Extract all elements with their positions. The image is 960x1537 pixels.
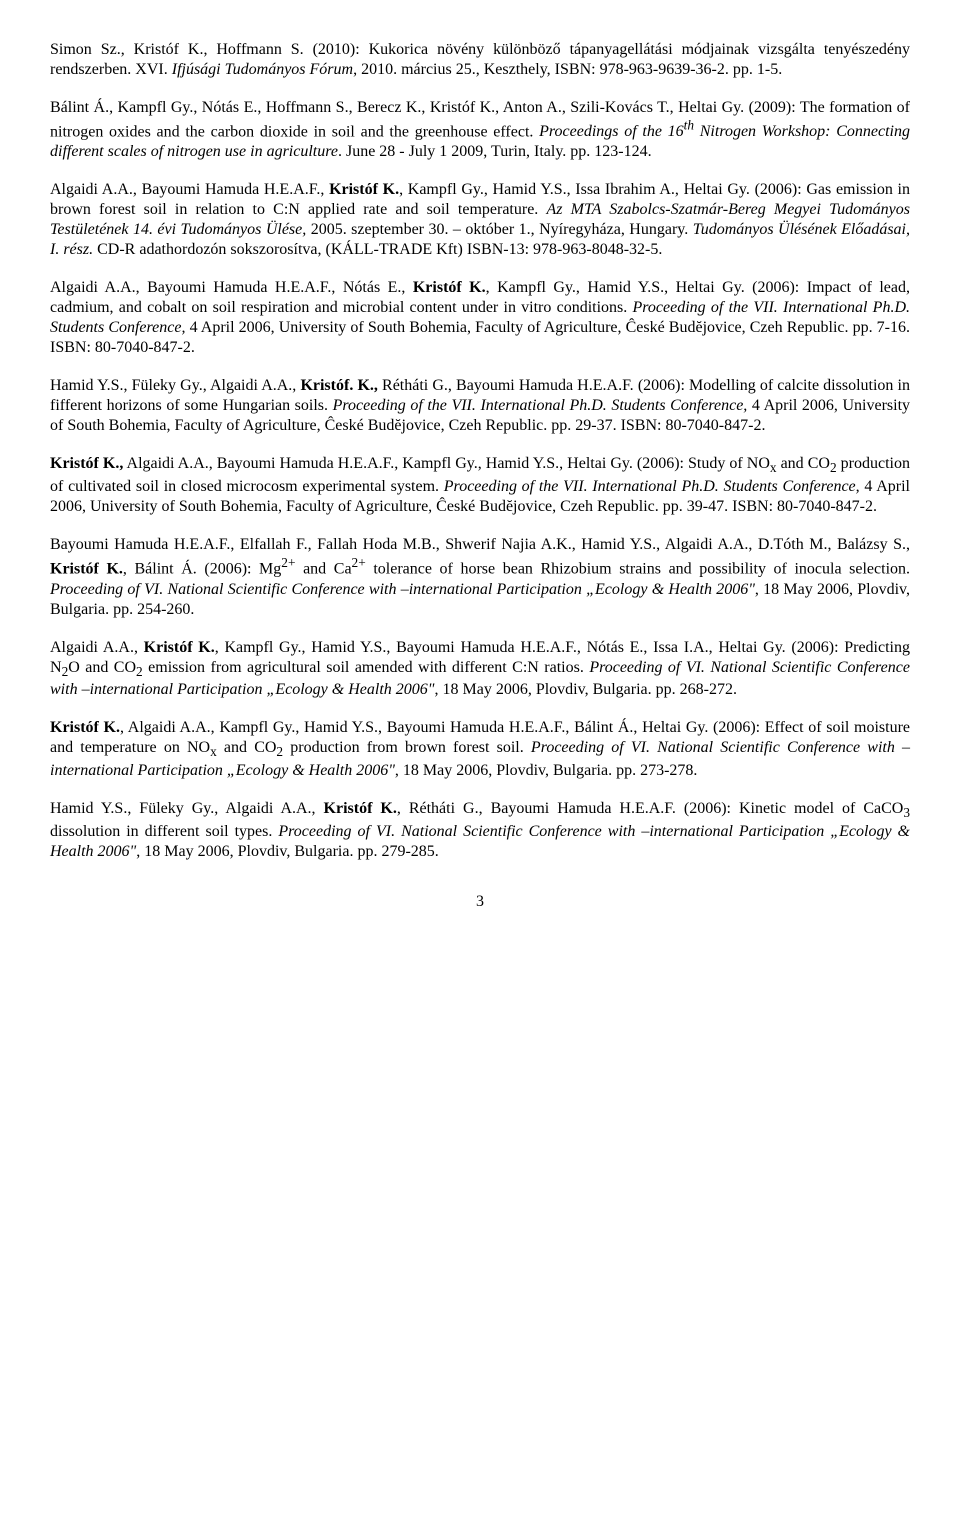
reference-entry: Algaidi A.A., Bayoumi Hamuda H.E.A.F., N… <box>50 278 910 358</box>
reference-entry: Kristóf K., Algaidi A.A., Bayoumi Hamuda… <box>50 454 910 517</box>
reference-entry: Hamid Y.S., Füleky Gy., Algaidi A.A., Kr… <box>50 376 910 436</box>
reference-entry: Hamid Y.S., Füleky Gy., Algaidi A.A., Kr… <box>50 799 910 862</box>
reference-entry: Algaidi A.A., Kristóf K., Kampfl Gy., Ha… <box>50 638 910 701</box>
reference-entry: Kristóf K., Algaidi A.A., Kampfl Gy., Ha… <box>50 718 910 781</box>
reference-entry: Bayoumi Hamuda H.E.A.F., Elfallah F., Fa… <box>50 535 910 619</box>
reference-entry: Bálint Á., Kampfl Gy., Nótás E., Hoffman… <box>50 98 910 162</box>
bibliography-content: Simon Sz., Kristóf K., Hoffmann S. (2010… <box>50 40 910 862</box>
reference-entry: Algaidi A.A., Bayoumi Hamuda H.E.A.F., K… <box>50 180 910 260</box>
reference-entry: Simon Sz., Kristóf K., Hoffmann S. (2010… <box>50 40 910 80</box>
page-number: 3 <box>50 892 910 912</box>
